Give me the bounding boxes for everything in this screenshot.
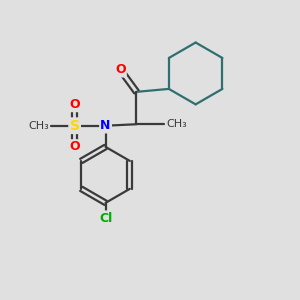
Text: Cl: Cl	[99, 212, 112, 225]
Text: O: O	[115, 63, 126, 76]
Text: O: O	[69, 140, 80, 153]
Text: O: O	[69, 98, 80, 111]
Text: CH₃: CH₃	[167, 119, 188, 129]
Text: N: N	[100, 119, 111, 132]
Text: CH₃: CH₃	[28, 121, 49, 131]
Text: S: S	[70, 119, 80, 133]
